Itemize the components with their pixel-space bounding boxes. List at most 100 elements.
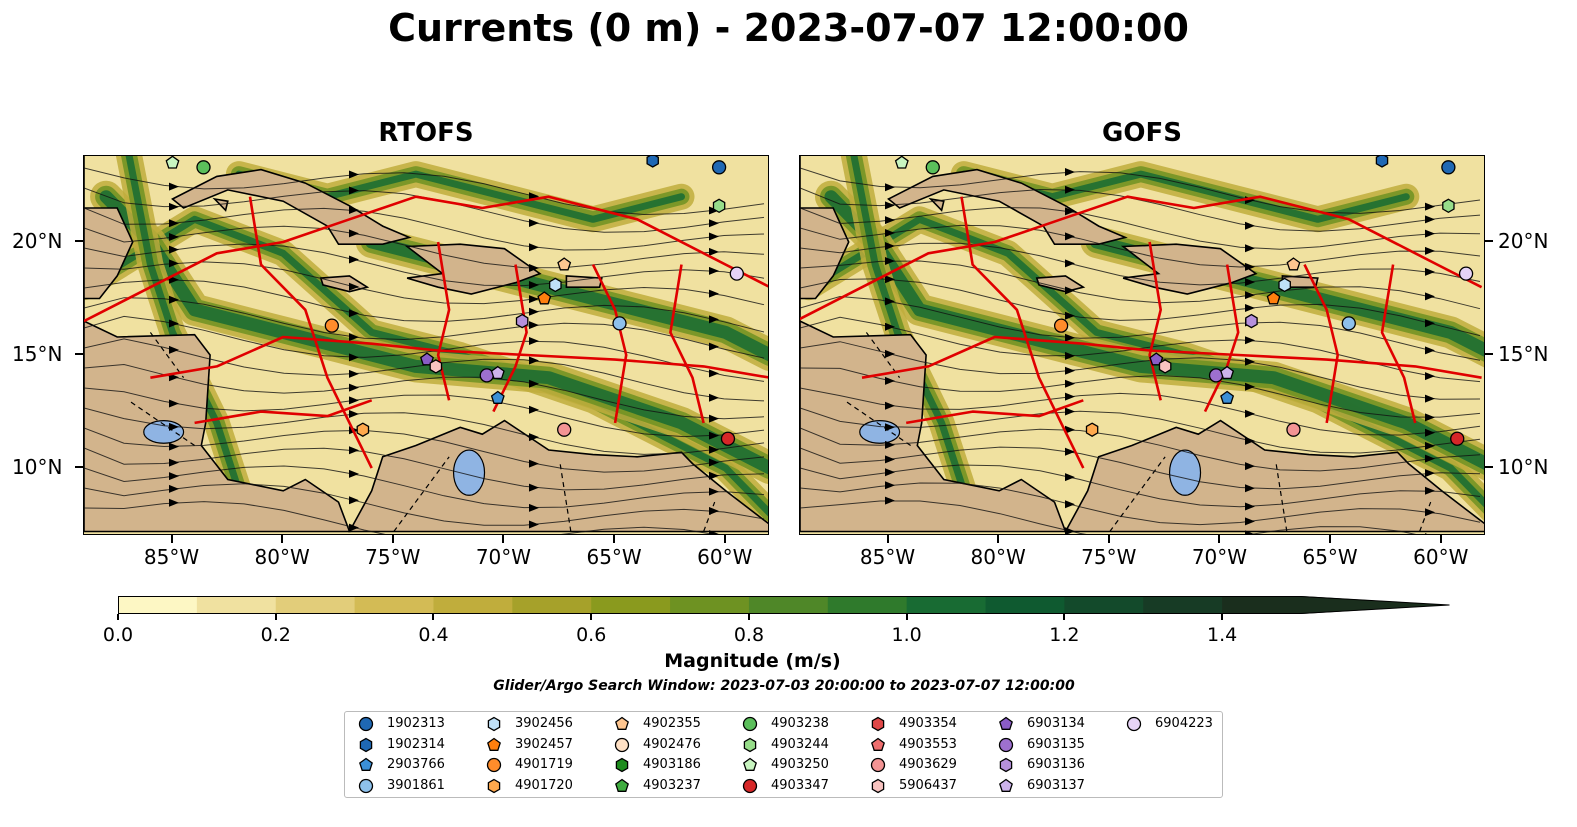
flow-arrow	[1245, 530, 1255, 534]
flow-arrow	[1245, 262, 1255, 271]
flow-arrow	[885, 496, 895, 505]
flow-arrow	[709, 289, 719, 298]
float-marker-4903629	[557, 422, 572, 437]
legend-label: 4903238	[771, 716, 829, 731]
flow-arrow	[1245, 304, 1255, 313]
legend-marker-hexagon	[743, 737, 757, 752]
float-marker-4901719	[1053, 318, 1069, 333]
current-streamline	[84, 225, 765, 269]
flow-arrow	[529, 459, 539, 468]
flow-arrow	[349, 206, 359, 215]
x-tick-label: 80°W	[970, 545, 1026, 569]
boundary-line	[1303, 264, 1340, 424]
legend-marker-icon	[1126, 716, 1142, 732]
legend-marker-icon	[999, 716, 1013, 730]
legend-marker-pentagon	[743, 757, 757, 771]
flow-arrow	[529, 192, 539, 201]
legend-marker-icon	[487, 716, 501, 732]
land-polygon	[887, 168, 1128, 245]
legend-label: 6903134	[1027, 716, 1085, 731]
flow-arrow	[349, 383, 359, 392]
x-tick-mark	[1218, 535, 1221, 543]
flow-arrow	[709, 393, 719, 402]
flow-arrow	[529, 243, 539, 252]
flow-arrow	[529, 281, 539, 290]
current-streamline	[84, 363, 765, 420]
x-tick-label: 70°W	[475, 545, 532, 569]
flow-arrow	[1425, 246, 1435, 255]
flow-arrow	[1245, 244, 1255, 253]
float-marker-4903250	[894, 156, 909, 169]
flow-arrow	[709, 458, 719, 467]
flow-arrow	[885, 242, 895, 251]
legend-marker-pentagon	[999, 716, 1013, 730]
current-streamline	[84, 297, 765, 359]
float-marker-4903347	[720, 431, 736, 446]
panel-title-rtofs: RTOFS	[378, 118, 474, 148]
colorbar-bin	[906, 596, 987, 614]
flow-arrow	[169, 182, 179, 191]
flow-arrow	[349, 396, 359, 405]
float-marker-3902457	[1266, 291, 1281, 305]
colorbar-extend-arrow	[1301, 596, 1450, 614]
legend-label: 3902457	[515, 736, 573, 752]
legend-marker-icon	[870, 757, 886, 773]
float-marker-4903250	[165, 156, 180, 169]
flow-arrow	[1065, 407, 1075, 416]
flow-arrow	[709, 206, 719, 215]
float-marker-4903238	[925, 160, 940, 175]
flow-arrow	[885, 201, 895, 210]
flow-arrow	[1425, 372, 1435, 381]
flow-arrow	[529, 307, 539, 316]
float-marker-5906437	[1158, 359, 1172, 374]
legend-label: 6903135	[1027, 736, 1085, 752]
legend-marker-icon	[358, 716, 374, 732]
legend-marker-icon	[871, 716, 885, 732]
boundary-line	[150, 335, 768, 379]
colorbar-tick-mark	[1063, 614, 1066, 620]
legend-label: 4902355	[643, 716, 701, 731]
flow-arrow	[1425, 292, 1435, 301]
flow-arrow	[169, 319, 179, 328]
flow-arrow	[529, 264, 539, 273]
legend-label: 4903244	[771, 736, 829, 752]
colorbar-bin	[670, 596, 750, 614]
flow-arrow	[1245, 291, 1255, 300]
legend-marker-icon	[615, 778, 629, 792]
y-tick-mark	[1485, 353, 1493, 356]
float-marker-3902456	[1278, 277, 1291, 293]
legend-marker-circle	[614, 737, 630, 752]
flow-arrow	[1245, 382, 1255, 391]
colorbar-label: Magnitude (m/s)	[664, 650, 841, 672]
flow-arrow	[529, 356, 539, 365]
current-streamline	[800, 500, 1417, 534]
country-border	[559, 461, 572, 532]
current-streamline	[84, 243, 765, 287]
flow-arrow	[169, 442, 179, 451]
boundary-line	[905, 399, 1084, 425]
x-tick-mark	[886, 535, 889, 543]
legend-marker-icon	[359, 737, 373, 752]
flow-arrow	[349, 369, 359, 378]
flow-arrow	[709, 315, 719, 324]
flow-arrow	[349, 309, 359, 318]
x-tick-mark	[1107, 535, 1110, 543]
flow-arrow	[709, 506, 719, 515]
legend-marker-hexagon	[615, 757, 629, 773]
land-polygon	[800, 207, 850, 300]
flow-arrow	[1065, 527, 1075, 534]
flow-arrow	[529, 337, 539, 346]
current-streamline	[800, 224, 1481, 268]
float-marker-5906437	[429, 359, 443, 374]
current-streamline	[800, 367, 1481, 418]
flow-arrow	[885, 349, 895, 358]
flow-arrow	[709, 247, 719, 256]
float-marker-4903347	[1450, 431, 1465, 446]
country-border	[865, 332, 901, 379]
flow-arrow	[1425, 486, 1435, 495]
flow-arrow	[1425, 428, 1435, 437]
flow-arrow	[885, 216, 895, 225]
legend-label: 1902313	[387, 716, 445, 731]
legend-marker-icon	[742, 716, 758, 732]
colorbar-bin	[827, 596, 908, 614]
